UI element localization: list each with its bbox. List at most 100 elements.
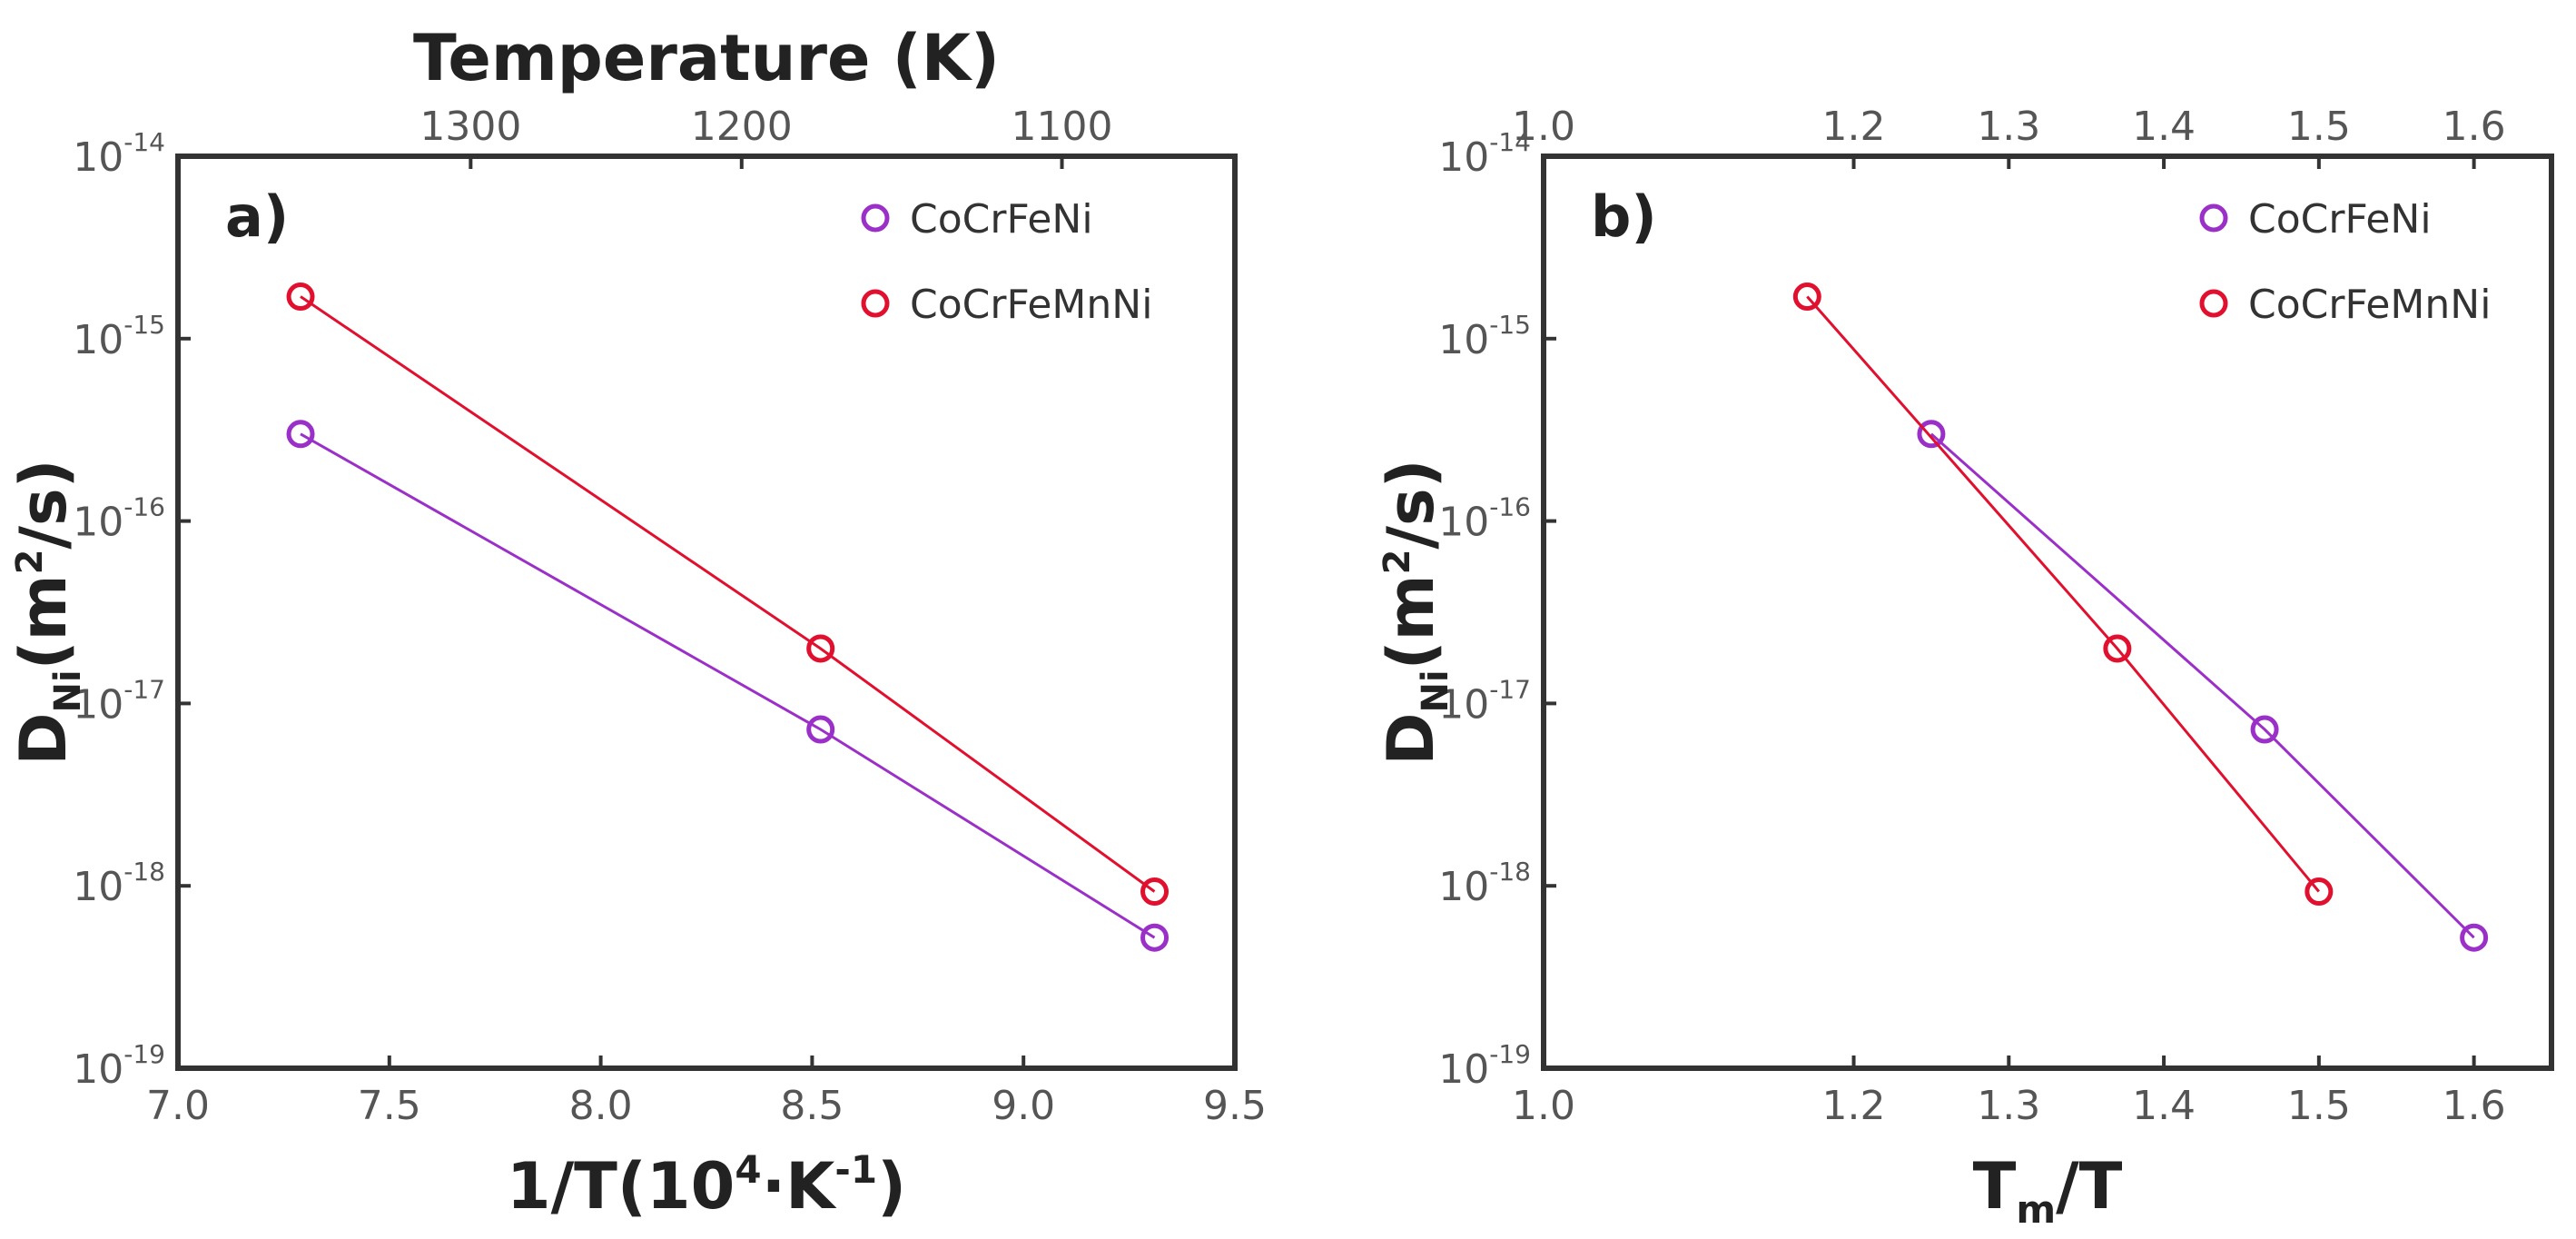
y-tick-label-a-1: 10-18 <box>73 857 165 910</box>
x-tick-label-a-3: 8.5 <box>780 1083 844 1129</box>
fit-line-cocrfemnni-b <box>1806 295 2320 893</box>
y-tick-label-a-5: 10-14 <box>73 127 165 181</box>
y-tick-base: 10 <box>73 317 123 363</box>
y-axis-title-b: DNi(m2/s) <box>1374 459 1456 765</box>
y-title-main: D <box>1374 713 1448 766</box>
y-tick-base: 10 <box>73 681 123 728</box>
y-tick-base: 10 <box>73 1046 123 1093</box>
x-title-dot: · <box>762 1149 786 1224</box>
x-tick-label-b-3: 1.4 <box>2132 1083 2196 1129</box>
legend-marker-cocrfeni-a <box>861 203 890 233</box>
y-tick-label-a-4: 10-15 <box>73 310 165 363</box>
x-tick-label-b-2: 1.3 <box>1977 1083 2040 1129</box>
legend-label-cocrfeni-a: CoCrFeNi <box>910 196 1093 243</box>
x-tick-label-b-4: 1.5 <box>2287 1083 2351 1129</box>
data-point-cocrfemnni-b-0 <box>1792 282 1821 312</box>
y-tick-exponent: -17 <box>1489 674 1531 704</box>
x-title-main: 1/T(10 <box>507 1149 735 1224</box>
x-tick-label-a-5: 9.5 <box>1203 1083 1267 1129</box>
top-axis-title: Temperature (K) <box>413 21 1000 95</box>
top-x-tick-label-b-4: 1.5 <box>2287 104 2351 150</box>
y-tick-exponent: -18 <box>123 857 165 887</box>
top-x-tick-label-a-0: 1300 <box>419 104 521 150</box>
data-point-cocrfemnni-b-2 <box>2305 877 2334 907</box>
data-point-cocrfeni-b-0 <box>1917 420 1946 449</box>
data-point-cocrfeni-a-1 <box>806 715 835 744</box>
y-tick-label-a-2: 10-17 <box>73 674 165 728</box>
y-title-sub: Ni <box>1415 669 1456 712</box>
x-title-end: /T <box>2056 1149 2123 1224</box>
x-tick-label-a-1: 7.5 <box>358 1083 421 1129</box>
x-tick-label-a-4: 9.0 <box>992 1083 1055 1129</box>
legend-label-cocrfeni-b: CoCrFeNi <box>2248 196 2432 243</box>
data-point-cocrfemnni-a-1 <box>806 634 835 663</box>
y-tick-label-b-1: 10-18 <box>1438 857 1531 910</box>
y-title-unit-end: /s) <box>6 459 81 549</box>
y-title-sub: Ni <box>47 669 89 712</box>
plot-frame-a <box>175 154 1238 1071</box>
data-point-cocrfeni-a-2 <box>1140 923 1170 952</box>
y-title-main: D <box>6 713 81 766</box>
x-tick-label-a-2: 8.0 <box>569 1083 633 1129</box>
x-tick-label-b-5: 1.6 <box>2443 1083 2506 1129</box>
y-tick-base: 10 <box>73 500 123 546</box>
top-x-tick-label-a-1: 1200 <box>691 104 793 150</box>
top-x-tick-label-b-3: 1.4 <box>2132 104 2196 150</box>
y-tick-base: 10 <box>1438 134 1489 181</box>
legend-marker-cocrfeni-b <box>2199 203 2228 233</box>
data-point-cocrfeni-a-0 <box>286 420 315 449</box>
legend-marker-cocrfemnni-b <box>2199 289 2228 318</box>
x-tick-label-a-0: 7.0 <box>146 1083 210 1129</box>
y-tick-label-a-0: 10-19 <box>73 1039 165 1093</box>
fit-line-cocrfeni-b <box>1930 432 2475 939</box>
x-tick-label-b-0: 1.0 <box>1512 1083 1575 1129</box>
data-point-cocrfeni-b-1 <box>2250 715 2279 744</box>
fit-line-cocrfeni-a <box>300 432 1156 939</box>
x-title-unit: K <box>785 1149 837 1224</box>
x-title-unit-sup: -1 <box>834 1147 877 1192</box>
y-tick-base: 10 <box>1438 317 1489 363</box>
y-tick-exponent: -15 <box>1489 310 1531 340</box>
x-title-sub: m <box>2016 1187 2056 1232</box>
legend-label-cocrfemnni-b: CoCrFeMnNi <box>2248 282 2491 328</box>
y-tick-label-a-3: 10-16 <box>73 492 165 546</box>
top-x-tick-label-b-2: 1.3 <box>1977 104 2040 150</box>
legend-marker-cocrfemnni-a <box>861 289 890 318</box>
legend-label-cocrfemnni-a: CoCrFeMnNi <box>910 282 1152 328</box>
y-tick-base: 10 <box>1438 864 1489 910</box>
y-title-unit-end: /s) <box>1374 459 1448 549</box>
y-tick-base: 10 <box>1438 1046 1489 1093</box>
x-axis-title-b: Tm/T <box>1973 1149 2123 1232</box>
data-point-cocrfemnni-b-1 <box>2103 634 2132 663</box>
y-tick-label-b-2: 10-17 <box>1438 674 1531 728</box>
y-tick-exponent: -19 <box>1489 1039 1531 1069</box>
panel-label-b: b) <box>1591 183 1657 250</box>
y-tick-base: 10 <box>1438 681 1489 728</box>
y-title-unit: (m <box>6 574 81 669</box>
x-axis-title-a: 1/T(104·K-1) <box>507 1147 906 1224</box>
y-axis-title-a: DNi(m2/s) <box>6 459 89 765</box>
x-title-sup: 4 <box>735 1147 761 1192</box>
y-tick-base: 10 <box>73 134 123 181</box>
data-point-cocrfeni-b-2 <box>2460 923 2489 952</box>
y-tick-base: 10 <box>73 864 123 910</box>
x-title-main: T <box>1973 1149 2017 1224</box>
data-point-cocrfemnni-a-2 <box>1140 877 1170 907</box>
top-x-tick-label-b-0: 1.0 <box>1512 104 1575 150</box>
y-tick-exponent: -16 <box>1489 492 1531 522</box>
y-tick-exponent: -14 <box>1489 127 1531 157</box>
y-tick-exponent: -19 <box>123 1039 165 1069</box>
y-title-unit: (m <box>1374 574 1448 669</box>
x-tick-label-b-1: 1.2 <box>1822 1083 1886 1129</box>
data-point-cocrfemnni-a-0 <box>286 282 315 312</box>
y-tick-base: 10 <box>1438 500 1489 546</box>
y-tick-label-b-0: 10-19 <box>1438 1039 1531 1093</box>
fit-line-cocrfemnni-a <box>300 295 1156 893</box>
y-title-unit-sup: 2 <box>9 550 51 575</box>
y-tick-exponent: -18 <box>1489 857 1531 887</box>
y-tick-exponent: -15 <box>123 310 165 340</box>
y-tick-label-b-3: 10-16 <box>1438 492 1531 546</box>
